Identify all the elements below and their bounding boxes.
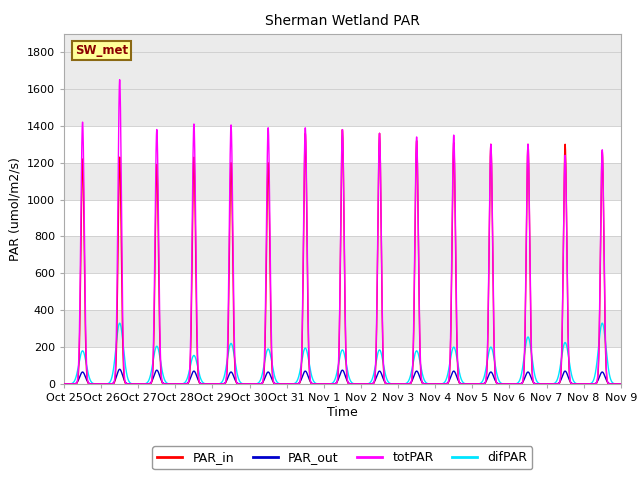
- X-axis label: Time: Time: [327, 406, 358, 419]
- Bar: [64, 273, 621, 310]
- Bar: [64, 126, 621, 163]
- Bar: [64, 237, 621, 273]
- Bar: [64, 34, 621, 126]
- Bar: [64, 347, 621, 384]
- Text: SW_met: SW_met: [75, 44, 128, 57]
- Legend: PAR_in, PAR_out, totPAR, difPAR: PAR_in, PAR_out, totPAR, difPAR: [152, 446, 532, 469]
- Y-axis label: PAR (umol/m2/s): PAR (umol/m2/s): [8, 157, 21, 261]
- Bar: [64, 310, 621, 347]
- Bar: [64, 163, 621, 200]
- Bar: [64, 200, 621, 237]
- Title: Sherman Wetland PAR: Sherman Wetland PAR: [265, 14, 420, 28]
